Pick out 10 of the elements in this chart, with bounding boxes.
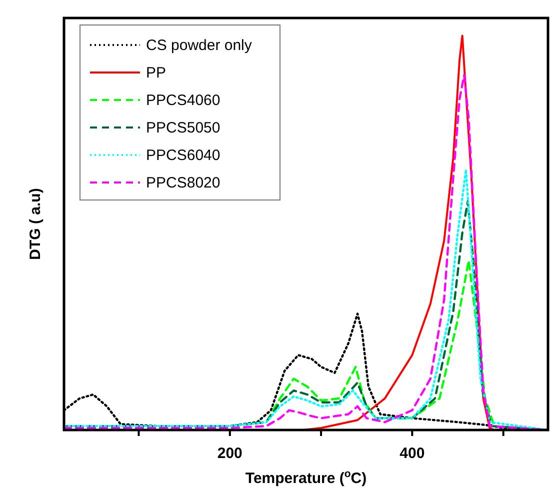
legend-label: PPCS4060 <box>146 92 220 109</box>
legend-label: PPCS6040 <box>146 147 220 164</box>
x-tick-label: 200 <box>217 445 242 462</box>
y-axis-title: DTG ( a.u) <box>27 188 44 260</box>
legend-label: PP <box>146 64 166 82</box>
x-axis-title: Temperature ($^{o}$C) <box>245 468 367 487</box>
x-tick-label: 400 <box>400 445 425 462</box>
legend-label: CS powder only <box>146 37 252 54</box>
legend-label: PPCS8020 <box>146 174 220 192</box>
legend-label: PPCS5050 <box>146 120 220 136</box>
